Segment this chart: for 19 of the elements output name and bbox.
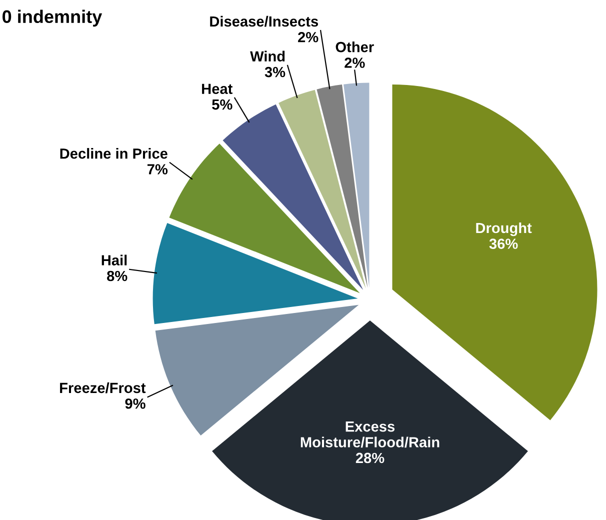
slice-label: Excess Moisture/Flood/Rain [300, 422, 440, 448]
data-label: 2% [344, 58, 365, 68]
data-label: 3% [264, 66, 286, 78]
data-label: 2% [298, 32, 318, 42]
slice-label: Freeze/Frost [60, 382, 146, 394]
slice-label: Wind [250, 50, 285, 62]
data-label: 8% [107, 270, 128, 282]
data-label: 28% [356, 452, 384, 464]
data-label: 36% [489, 238, 518, 249]
data-label: 5% [212, 99, 232, 110]
data-label: 7% [147, 164, 168, 174]
slice-label: Disease/Insects [210, 16, 318, 27]
slice-label: Heat [202, 84, 233, 94]
slice-label: Decline in Price [60, 148, 168, 159]
slice-label: Other [336, 42, 374, 52]
slice-label: Drought [476, 222, 532, 236]
slice-label: Hail [102, 254, 127, 266]
data-label: 9% [125, 398, 146, 409]
chart-title: 0 indemnity [2, 10, 102, 27]
